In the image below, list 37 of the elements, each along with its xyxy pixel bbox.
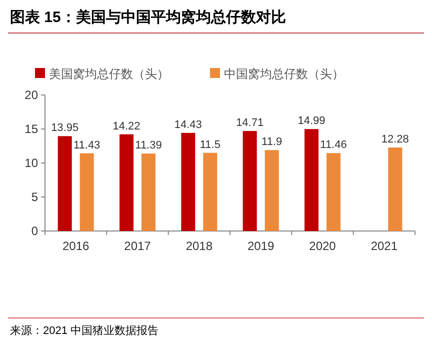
x-tick-label: 2021 xyxy=(370,239,398,253)
data-label: 11.9 xyxy=(262,136,282,148)
data-label: 14.43 xyxy=(174,118,202,131)
bar xyxy=(304,129,318,231)
bar xyxy=(181,132,196,231)
y-tick-label: 10 xyxy=(24,156,38,170)
source-note: 来源：2021 中国猪业数据报告 xyxy=(10,324,159,337)
bar xyxy=(120,134,134,231)
x-tick-label: 2019 xyxy=(247,239,275,253)
bar xyxy=(264,150,279,231)
bar xyxy=(388,147,402,231)
x-tick-label: 2016 xyxy=(62,239,90,253)
data-label: 11.43 xyxy=(73,139,100,152)
data-label: 11.46 xyxy=(320,139,347,152)
bar xyxy=(203,152,218,231)
data-label: 14.22 xyxy=(112,120,140,132)
data-label: 11.39 xyxy=(135,140,162,152)
data-label: 14.99 xyxy=(298,115,326,128)
x-tick-label: 2020 xyxy=(309,239,336,253)
y-tick-label: 0 xyxy=(31,224,38,238)
bar xyxy=(326,153,340,231)
bar xyxy=(242,130,257,231)
x-tick-label: 2018 xyxy=(186,239,213,253)
bar xyxy=(142,154,156,231)
data-label: 12.28 xyxy=(381,133,409,146)
y-tick-label: 15 xyxy=(24,122,38,136)
x-tick-label: 2017 xyxy=(124,239,152,253)
y-tick-label: 5 xyxy=(31,190,38,204)
y-tick-label: 20 xyxy=(24,88,38,102)
bar xyxy=(58,136,72,231)
legend-label: 中国窝均总仔数（头） xyxy=(224,67,344,81)
data-label: 13.95 xyxy=(51,122,79,134)
data-label: 11.5 xyxy=(200,138,220,151)
data-label: 14.71 xyxy=(236,116,264,129)
legend-label: 美国窝均总仔数（头） xyxy=(49,67,169,81)
chart-title: 图表 15：美国与中国平均窝均总仔数对比 xyxy=(10,8,286,26)
bar xyxy=(80,153,94,231)
